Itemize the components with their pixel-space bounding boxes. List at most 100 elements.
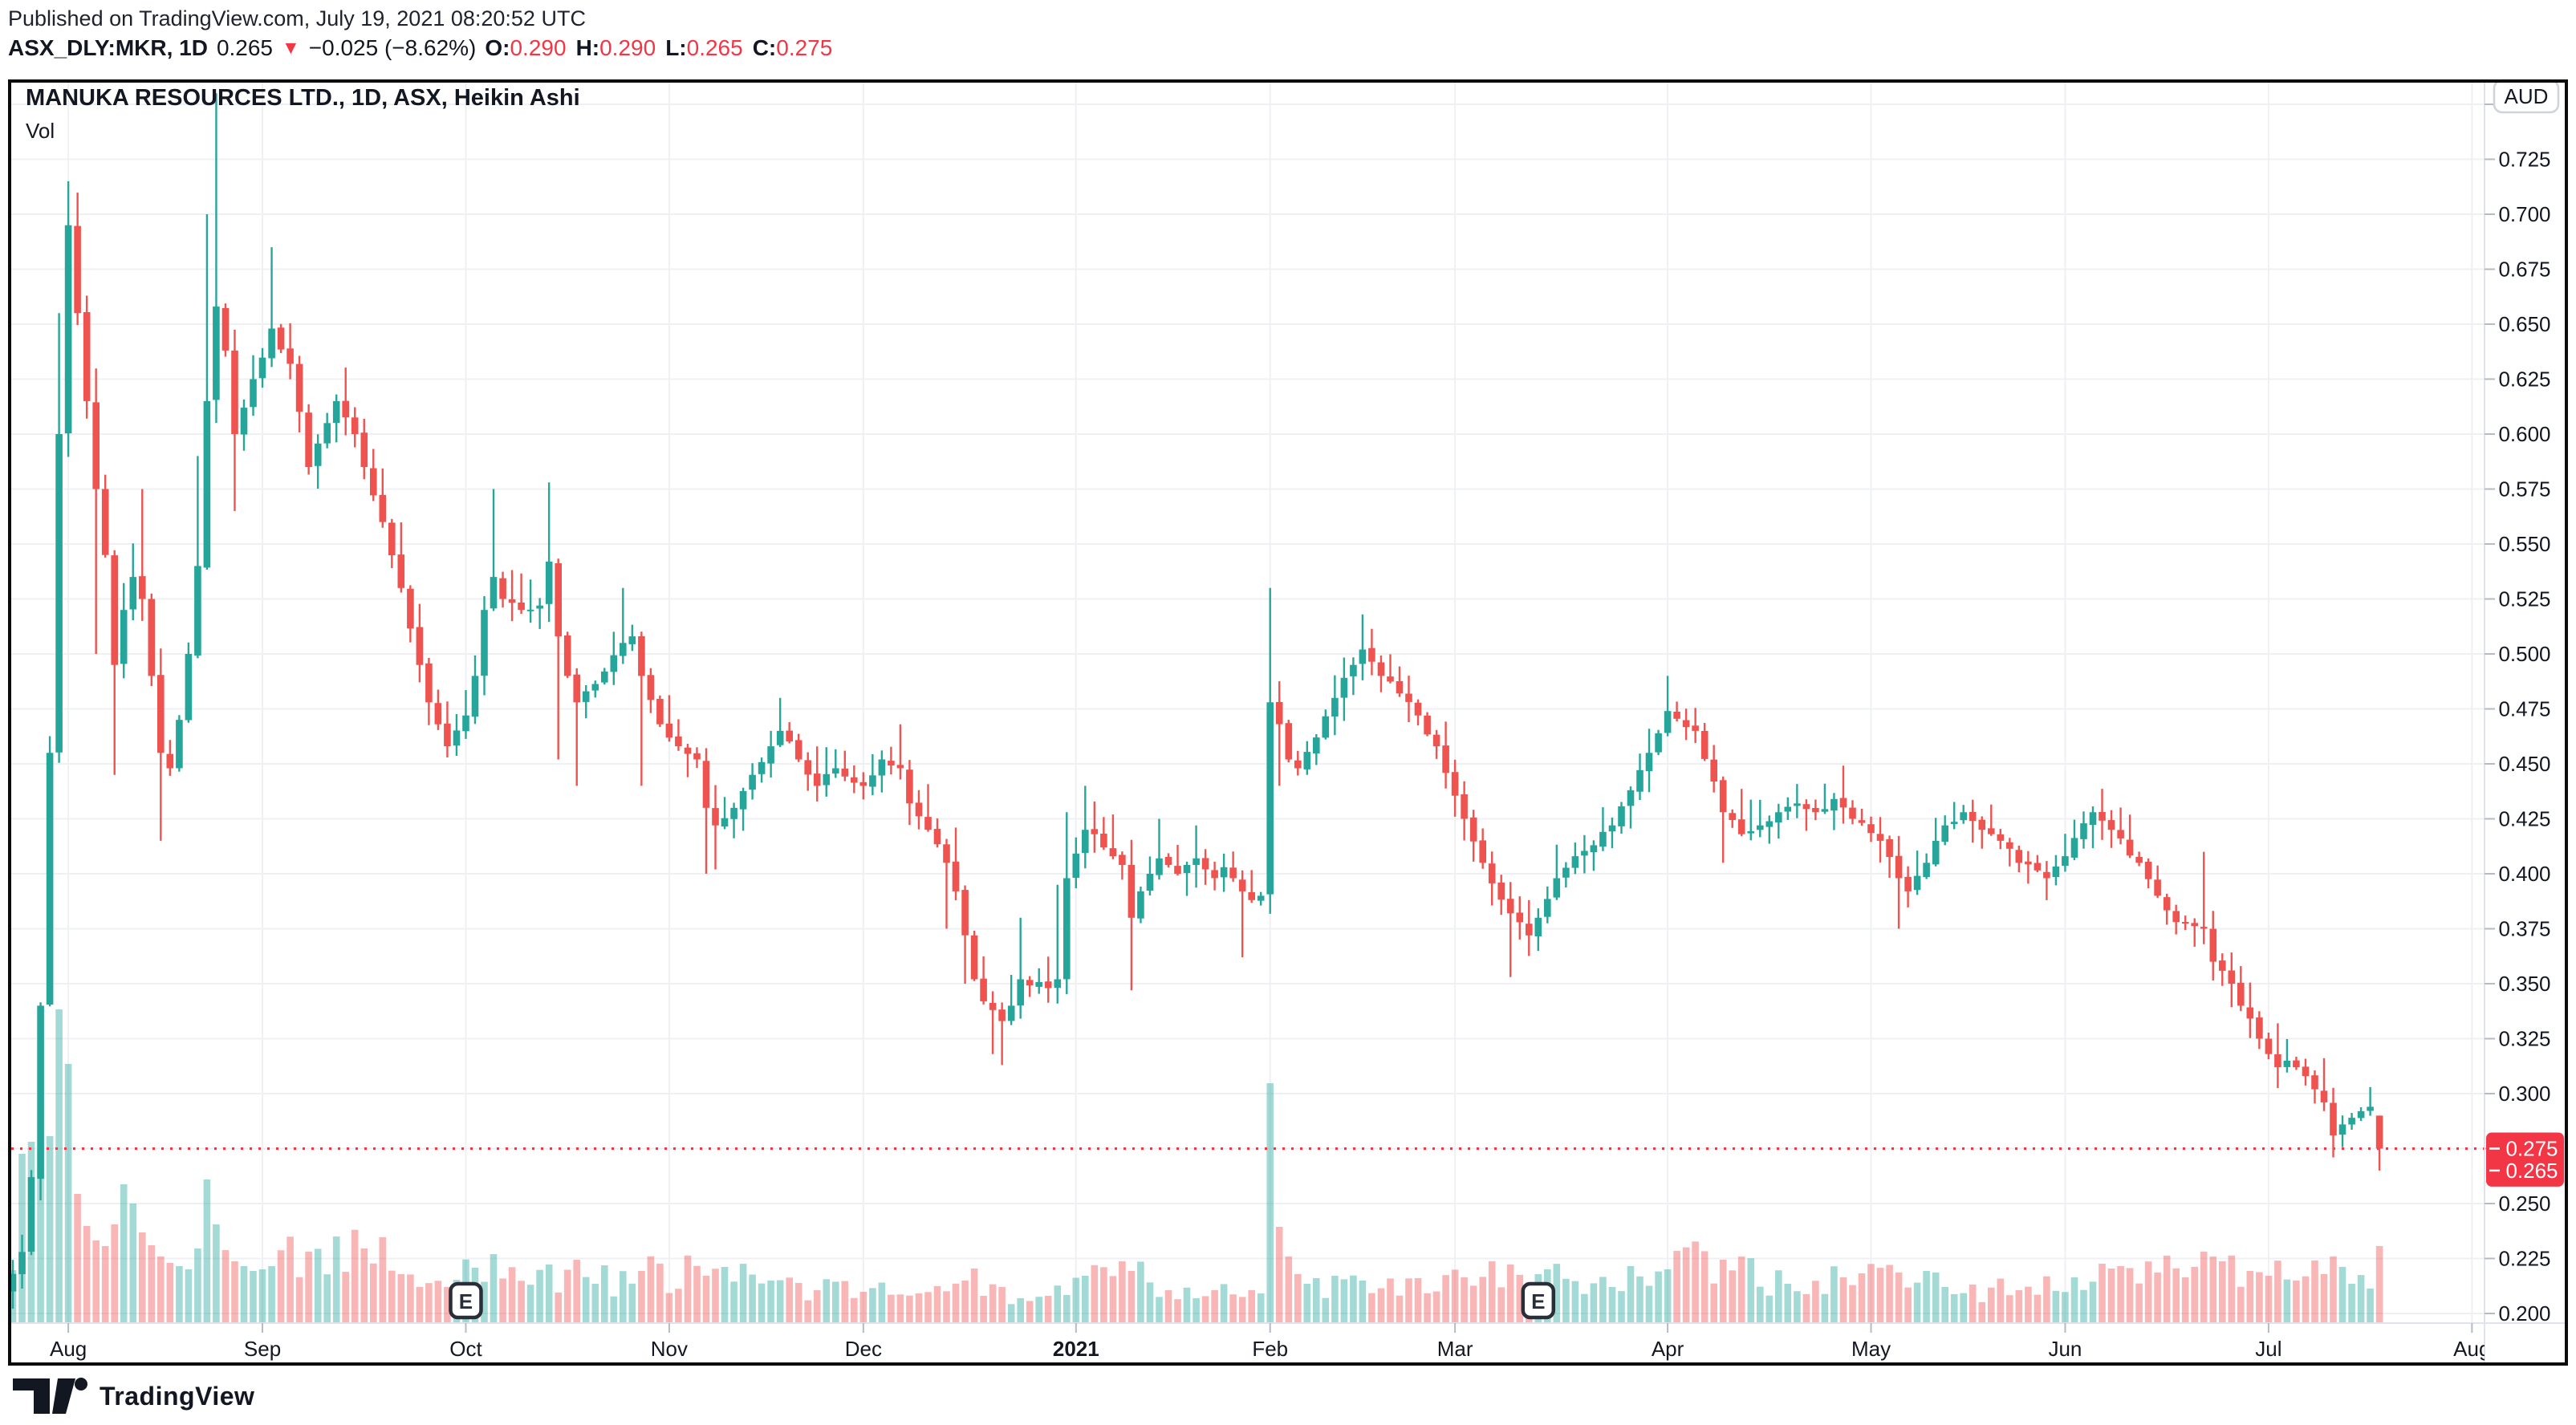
volume-bar: [1794, 1291, 1801, 1322]
time-tick-label: Oct: [449, 1337, 482, 1361]
volume-bar: [314, 1248, 322, 1322]
volume-bar: [240, 1266, 248, 1322]
time-tick-label: May: [1851, 1337, 1891, 1361]
volume-bar: [859, 1292, 867, 1322]
volume-bar: [1581, 1293, 1588, 1322]
candle-body: [638, 635, 645, 676]
volume-bar: [1479, 1277, 1486, 1322]
price-tick-label: 0.325: [2498, 1027, 2550, 1051]
volume-bar: [2163, 1255, 2171, 1322]
candle-body: [730, 807, 737, 819]
tradingview-logo[interactable]: TradingView: [13, 1377, 254, 1415]
price-tick-label: 0.625: [2498, 367, 2550, 392]
volume-bar: [1636, 1276, 1644, 1322]
candle-body: [1913, 875, 1921, 891]
candle-body: [1414, 702, 1422, 716]
candle-body: [1821, 809, 1829, 812]
chart-plot-area[interactable]: [11, 83, 2485, 1323]
candle-body: [2219, 960, 2226, 971]
earnings-badge[interactable]: E: [449, 1281, 483, 1320]
candle-body: [360, 432, 368, 468]
candle-body: [2144, 862, 2152, 879]
candle-body: [1174, 866, 1181, 874]
tradingview-logo-text: TradingView: [100, 1381, 255, 1411]
earnings-badge[interactable]: E: [1521, 1281, 1556, 1320]
time-tick-label: Aug: [2453, 1337, 2490, 1361]
volume-bar: [730, 1281, 737, 1322]
time-tick-label: Jun: [2048, 1337, 2082, 1361]
volume-bar: [351, 1229, 359, 1322]
volume-bar: [1599, 1277, 1607, 1322]
time-tick-label: Nov: [651, 1337, 688, 1361]
time-axis[interactable]: [11, 1323, 2485, 1363]
volume-bar: [221, 1250, 230, 1322]
volume-bar: [1941, 1287, 1948, 1322]
volume-bar: [1590, 1283, 1598, 1322]
ohlc-label: L:: [665, 35, 687, 60]
volume-bar: [37, 1150, 44, 1322]
currency-badge[interactable]: AUD: [2493, 79, 2560, 114]
candle-body: [1544, 899, 1551, 917]
candle-body: [1581, 851, 1588, 856]
volume-bar: [1645, 1285, 1653, 1322]
volume-bar: [998, 1287, 1006, 1322]
candle-body: [2237, 982, 2245, 1006]
volume-bar: [194, 1248, 201, 1322]
volume-bar: [1913, 1282, 1921, 1322]
ohlc-label: H:: [575, 35, 600, 60]
candle-body: [1432, 734, 1440, 747]
volume-bar: [397, 1274, 405, 1322]
volume-bar: [277, 1250, 285, 1322]
volume-bar: [1424, 1293, 1431, 1322]
candle-body: [1359, 649, 1367, 664]
volume-bar: [1506, 1265, 1514, 1322]
candle-body: [970, 935, 978, 980]
ohlc-pair: L: 0.265: [665, 35, 743, 61]
candle-body: [1636, 769, 1644, 792]
volume-bar: [1054, 1285, 1062, 1322]
price-tick-label: 0.600: [2498, 422, 2550, 446]
candle-body: [481, 610, 488, 676]
candle-body: [2034, 863, 2042, 871]
volume-bar: [213, 1224, 220, 1322]
candle-body: [1830, 798, 1838, 811]
volume-bar: [268, 1266, 275, 1322]
volume-bar: [323, 1274, 331, 1322]
volume-bar: [481, 1281, 488, 1322]
price-tick-label: 0.675: [2498, 258, 2550, 282]
volume-bar: [1091, 1265, 1099, 1322]
candle-body: [286, 348, 294, 364]
volume-bar: [1562, 1278, 1570, 1322]
volume-bar: [231, 1261, 238, 1322]
price-axis[interactable]: [2485, 83, 2565, 1323]
volume-bar: [1950, 1293, 1958, 1322]
volume-bar: [1655, 1271, 1662, 1322]
candle-body: [425, 663, 433, 703]
volume-bar: [1682, 1247, 1690, 1322]
price-tick-label: 0.550: [2498, 532, 2550, 556]
candle-body: [1054, 979, 1062, 989]
candle-body: [2283, 1060, 2291, 1067]
volume-bar: [786, 1277, 793, 1322]
candle-body: [1978, 819, 1986, 830]
volume-bar: [628, 1283, 636, 1322]
ohlc-label: O:: [485, 35, 510, 60]
candle-body: [693, 753, 701, 760]
volume-bar: [176, 1266, 183, 1322]
volume-bar: [1571, 1281, 1579, 1322]
candle-body: [1488, 863, 1496, 883]
volume-bar: [555, 1292, 562, 1322]
volume-bar: [1183, 1287, 1191, 1322]
candle-body: [1035, 981, 1042, 987]
volume-bar: [2099, 1264, 2106, 1322]
candle-body: [1082, 830, 1089, 854]
candle-body: [1858, 820, 1866, 823]
volume-bar: [1432, 1291, 1440, 1322]
candle-body: [2126, 839, 2134, 856]
candle-body: [139, 576, 146, 599]
volume-bar: [2080, 1289, 2087, 1322]
candle-body: [148, 599, 156, 676]
volume-bar: [1969, 1284, 1977, 1322]
candle-body: [1997, 834, 2005, 841]
